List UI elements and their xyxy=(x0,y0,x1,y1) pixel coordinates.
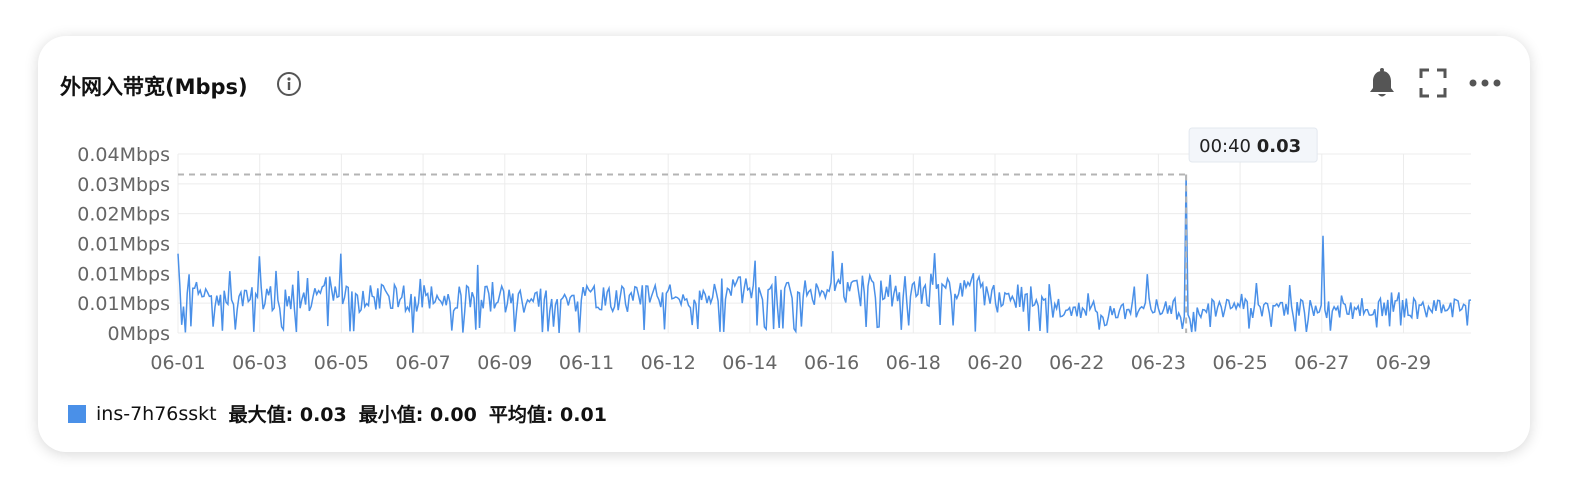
bandwidth-panel: 外网入带宽(Mbps) 0Mbps 0.01Mbps 0.01Mbps 0.01Mbp… xyxy=(38,36,1530,452)
y-tick-label: 0.04Mbps xyxy=(77,144,170,166)
bandwidth-line-chart: 0Mbps 0.01Mbps 0.01Mbps 0.01Mbps 0.02Mbps 0.0… xyxy=(77,127,1472,374)
chart-legend: ins-7h76sskt 最大值: 0.03 最小值: 0.00 平均值: 0.… xyxy=(68,400,619,427)
legend-avg: 平均值: 0.01 xyxy=(488,404,607,426)
y-tick-label: 0.02Mbps xyxy=(77,204,170,226)
info-icon[interactable] xyxy=(276,71,302,97)
x-tick-label: 06-01 xyxy=(150,352,205,374)
x-tick-label: 06-07 xyxy=(395,352,450,374)
x-tick-label: 06-22 xyxy=(1049,352,1104,374)
legend-min: 最小值: 0.00 xyxy=(358,404,477,426)
fullscreen-icon[interactable] xyxy=(1419,68,1447,98)
x-tick-label: 06-16 xyxy=(804,352,859,374)
y-tick-label: 0.01Mbps xyxy=(77,293,170,315)
y-tick-label: 0.03Mbps xyxy=(77,174,170,196)
x-tick-label: 06-11 xyxy=(559,352,614,374)
x-tick-label: 06-29 xyxy=(1376,352,1431,374)
x-tick-label: 06-09 xyxy=(477,352,532,374)
x-tick-label: 06-23 xyxy=(1131,352,1186,374)
series-line-ins-7h76sskt xyxy=(177,174,1472,334)
bell-icon[interactable] xyxy=(1368,68,1396,100)
x-tick-label: 06-18 xyxy=(886,352,941,374)
more-icon[interactable] xyxy=(1468,68,1502,98)
y-tick-label: 0Mbps xyxy=(107,323,170,345)
legend-series-name: ins-7h76sskt xyxy=(96,402,217,425)
x-tick-label: 06-05 xyxy=(314,352,369,374)
legend-swatch xyxy=(68,404,86,423)
x-tick-label: 06-25 xyxy=(1212,352,1267,374)
tooltip-box xyxy=(1188,127,1318,163)
x-tick-label: 06-27 xyxy=(1294,352,1349,374)
x-tick-label: 06-12 xyxy=(641,352,696,374)
tooltip-text: 00:40 0.03 xyxy=(1199,136,1301,157)
x-tick-label: 06-14 xyxy=(722,352,777,374)
y-tick-label: 0.01Mbps xyxy=(77,263,170,285)
panel-title: 外网入带宽(Mbps) xyxy=(60,75,248,99)
legend-max: 最大值: 0.03 xyxy=(228,404,347,426)
y-tick-label: 0.01Mbps xyxy=(77,234,170,256)
x-tick-label: 06-20 xyxy=(967,352,1022,374)
x-tick-label: 06-03 xyxy=(232,352,287,374)
